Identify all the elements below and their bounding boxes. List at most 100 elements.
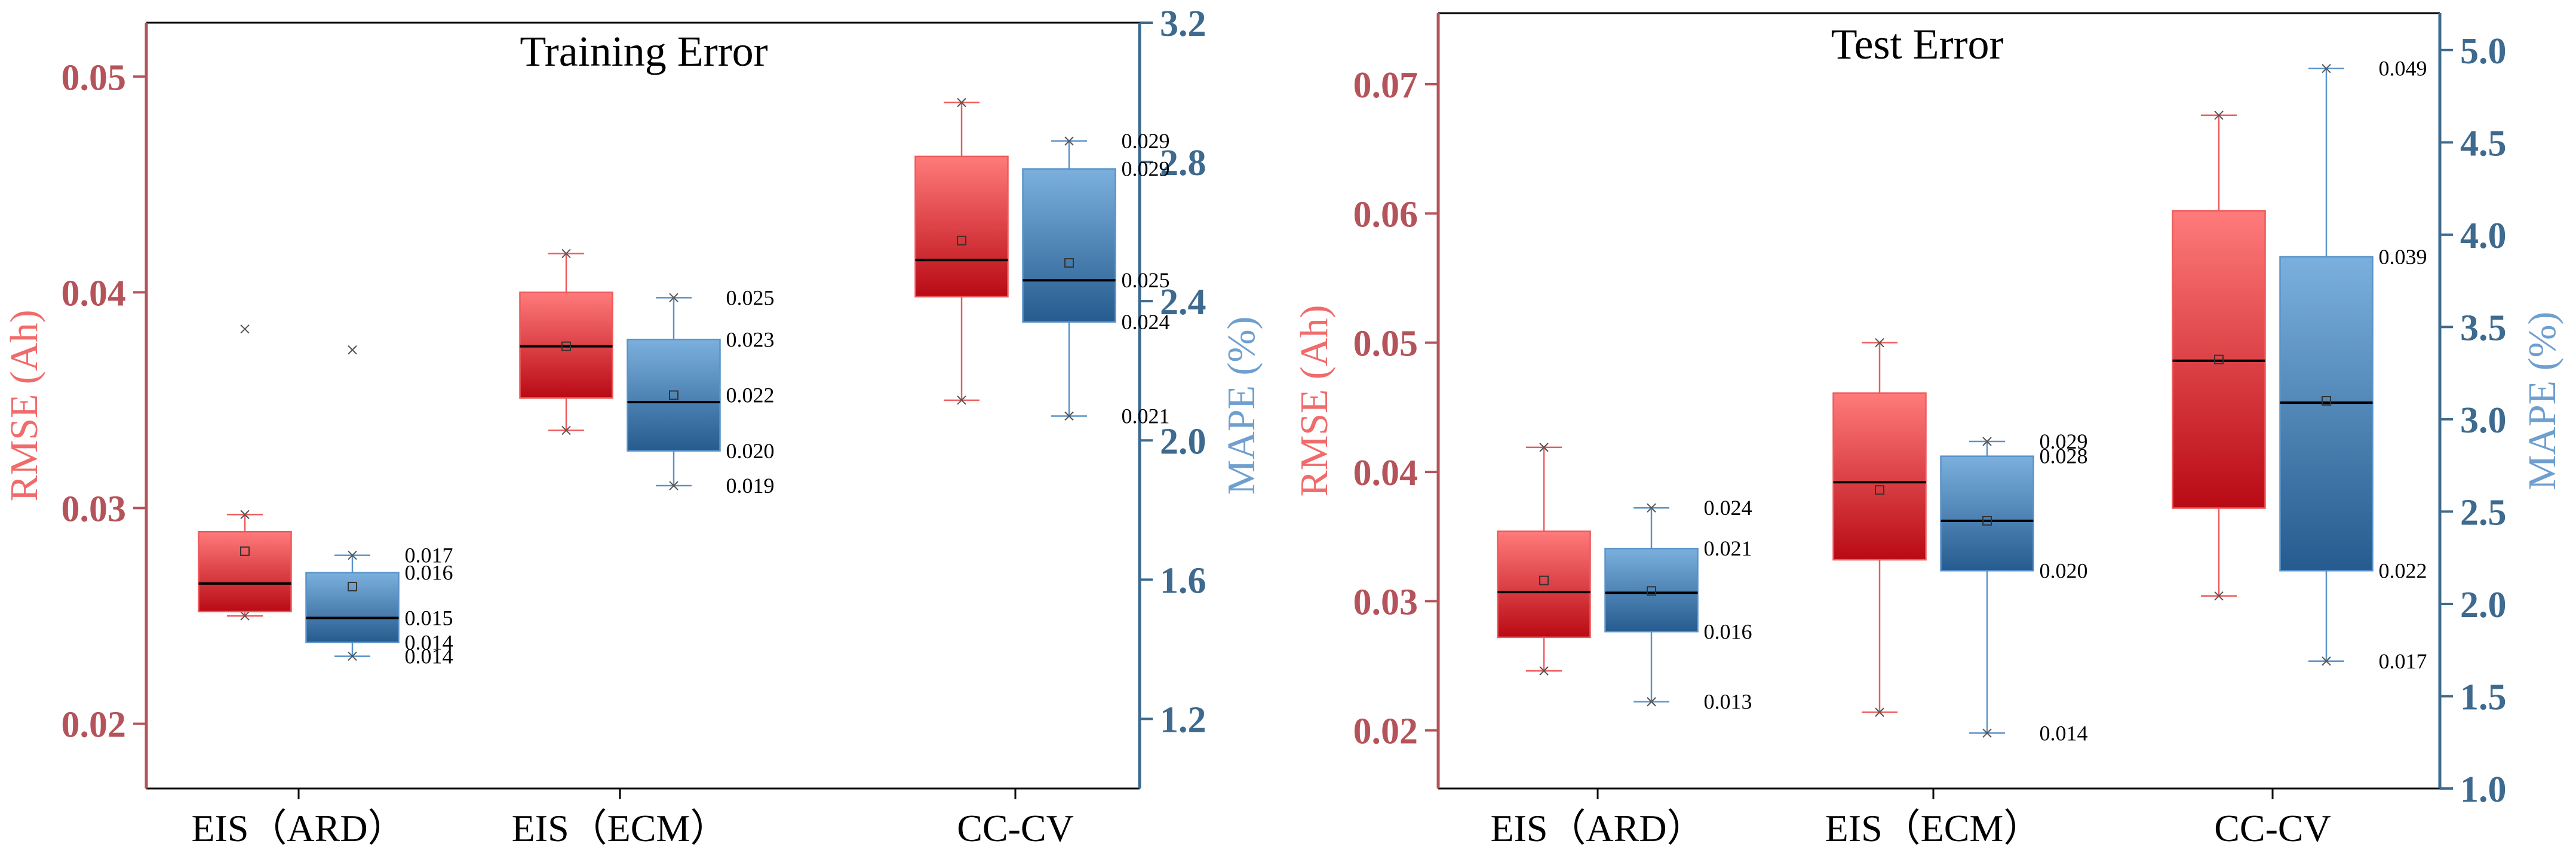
box-value-label: 0.029 bbox=[2040, 429, 2088, 453]
rmse-max-marker bbox=[957, 97, 966, 108]
right-tick-label: 5.0 bbox=[2460, 31, 2507, 72]
box-value-label: 0.029 bbox=[1122, 129, 1170, 153]
box-value-label: 0.014 bbox=[405, 645, 453, 668]
x-tick-label: EIS（ARD） bbox=[191, 807, 406, 849]
mape-min-marker bbox=[1982, 728, 1992, 738]
mape-box bbox=[1940, 455, 2034, 572]
right-tick-label: 1.2 bbox=[1160, 699, 1206, 740]
box-value-label: 0.014 bbox=[2040, 721, 2088, 745]
rmse-max-marker bbox=[561, 248, 571, 259]
right-tick-label: 2.4 bbox=[1160, 282, 1206, 323]
training-error-panel: Training Error 0.02 0.03 0.04 0.05 1.2 1.6 2.0 2… bbox=[2, 4, 1263, 849]
left-tick-label: 0.02 bbox=[62, 705, 127, 745]
left-tick-label: 0.03 bbox=[62, 489, 127, 530]
rmse-max-marker bbox=[1875, 338, 1884, 348]
right-tick-label: 2.5 bbox=[2460, 492, 2507, 533]
mape-mean-marker bbox=[348, 582, 357, 592]
box-value-label: 0.021 bbox=[1704, 536, 1752, 560]
box-value-label: 0.039 bbox=[2379, 245, 2427, 269]
chart-title: Test Error bbox=[1831, 20, 2004, 68]
box-value-label: 0.020 bbox=[2040, 559, 2088, 582]
mape-min-marker bbox=[1064, 411, 1074, 421]
box-value-label: 0.020 bbox=[726, 439, 775, 463]
mape-min-marker bbox=[2322, 656, 2331, 666]
rmse-min-marker bbox=[957, 395, 966, 405]
mape-max-marker bbox=[669, 293, 678, 303]
rmse-min-marker bbox=[2214, 591, 2224, 601]
x-tick-label: CC-CV bbox=[2214, 807, 2331, 849]
right-tick-label: 2.8 bbox=[1160, 143, 1206, 183]
box-value-label: 0.022 bbox=[726, 383, 775, 407]
rmse-box bbox=[198, 531, 292, 613]
mape-max-marker bbox=[2322, 64, 2331, 73]
mape-max-marker bbox=[1064, 136, 1074, 146]
mape-min-marker bbox=[348, 651, 357, 661]
box-value-label: 0.017 bbox=[405, 544, 453, 567]
box-value-label: 0.025 bbox=[726, 286, 775, 309]
box-value-label: 0.025 bbox=[1122, 268, 1170, 292]
x-tick-label: EIS（ARD） bbox=[1490, 807, 1705, 849]
rmse-outlier-marker bbox=[240, 324, 250, 334]
box-value-label: 0.024 bbox=[1122, 310, 1170, 334]
right-tick-label: 3.2 bbox=[1160, 4, 1206, 44]
box-value-label: 0.028 bbox=[2040, 444, 2088, 468]
right-tick-label: 3.5 bbox=[2460, 308, 2507, 348]
left-tick-label: 0.07 bbox=[1353, 65, 1419, 106]
mape-mean-marker bbox=[1647, 586, 1656, 596]
test-error-panel: Test Error 0.02 0.03 0.04 0.05 0.06 0.07 1.0 1.5… bbox=[1292, 12, 2564, 849]
box-value-label: 0.029 bbox=[1122, 157, 1170, 181]
mape-box bbox=[1022, 168, 1116, 323]
x-tick-label: EIS（ECM） bbox=[1825, 807, 2042, 849]
right-tick-label: 4.5 bbox=[2460, 123, 2507, 164]
box-value-label: 0.016 bbox=[1704, 619, 1752, 643]
box-value-label: 0.014 bbox=[405, 630, 453, 654]
left-tick-label: 0.05 bbox=[1353, 324, 1419, 364]
box-value-label: 0.013 bbox=[1704, 690, 1752, 714]
left-axis-title: RMSE (Ah) bbox=[2, 310, 46, 502]
mape-mean-marker bbox=[669, 390, 678, 400]
rmse-box bbox=[914, 155, 1009, 297]
box-value-label: 0.019 bbox=[726, 474, 775, 498]
rmse-mean-marker bbox=[2214, 354, 2224, 364]
mape-mean-marker bbox=[1982, 516, 1992, 526]
left-tick-label: 0.03 bbox=[1353, 582, 1419, 622]
right-axis-title: MAPE (%) bbox=[2520, 312, 2564, 490]
box-value-label: 0.021 bbox=[1122, 404, 1170, 428]
mape-max-marker bbox=[1982, 437, 1992, 446]
rmse-mean-marker bbox=[957, 235, 966, 246]
rmse-min-marker bbox=[1539, 666, 1549, 676]
right-tick-label: 2.0 bbox=[1160, 421, 1206, 462]
mape-box bbox=[2279, 256, 2374, 572]
rmse-mean-marker bbox=[1875, 485, 1884, 495]
box-value-label: 0.015 bbox=[405, 606, 453, 630]
rmse-box bbox=[1832, 392, 1927, 561]
right-tick-label: 3.0 bbox=[2460, 400, 2507, 441]
rmse-max-marker bbox=[240, 510, 250, 520]
chart-title: Training Error bbox=[520, 27, 767, 75]
left-tick-label: 0.05 bbox=[62, 57, 127, 98]
mape-box bbox=[305, 572, 400, 643]
rmse-max-marker bbox=[1539, 443, 1549, 452]
box-value-label: 0.022 bbox=[2379, 559, 2427, 582]
mape-mean-marker bbox=[2322, 396, 2331, 406]
right-tick-label: 2.0 bbox=[2460, 585, 2507, 625]
rmse-max-marker bbox=[2214, 111, 2224, 120]
box-value-label: 0.023 bbox=[726, 327, 775, 351]
left-axis-title: RMSE (Ah) bbox=[1292, 305, 1336, 497]
rmse-min-marker bbox=[1875, 707, 1884, 717]
rmse-mean-marker bbox=[1539, 575, 1549, 585]
rmse-mean-marker bbox=[561, 341, 571, 351]
right-tick-label: 1.6 bbox=[1160, 560, 1206, 601]
rmse-min-marker bbox=[240, 611, 250, 621]
x-tick-label: CC-CV bbox=[957, 807, 1074, 849]
mape-max-marker bbox=[348, 550, 357, 560]
mape-outlier-marker bbox=[348, 345, 357, 355]
x-tick-label: EIS（ECM） bbox=[512, 807, 729, 849]
mape-box bbox=[627, 339, 721, 452]
left-tick-label: 0.02 bbox=[1353, 711, 1419, 752]
mape-min-marker bbox=[669, 481, 678, 490]
box-value-label: 0.016 bbox=[405, 561, 453, 585]
box-value-label: 0.024 bbox=[1704, 496, 1752, 520]
right-tick-label: 1.0 bbox=[2460, 769, 2507, 810]
